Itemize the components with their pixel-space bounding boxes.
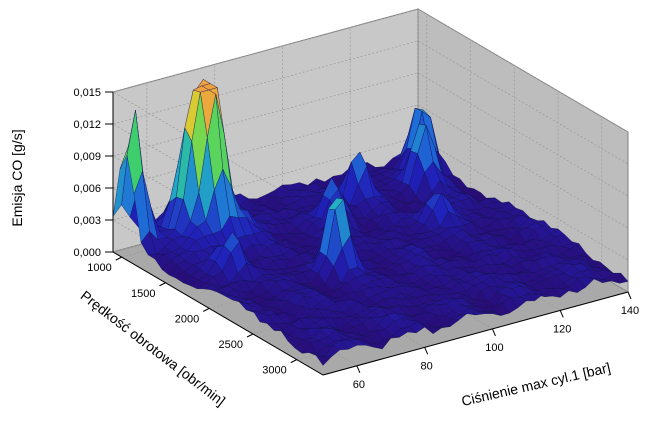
- y-tick-label: 1500: [131, 288, 155, 300]
- y-tick-mark: [290, 359, 297, 364]
- y-tick-mark: [246, 333, 254, 338]
- y-tick-label: 3000: [262, 365, 286, 377]
- y-tick-label: 2500: [219, 339, 243, 351]
- y-tick-mark: [203, 307, 210, 312]
- z-tick-label: 0,012: [73, 119, 101, 131]
- z-tick-label: 0,006: [73, 183, 101, 195]
- z-tick-label: 0,000: [73, 247, 101, 259]
- x-tick-label: 100: [485, 342, 503, 354]
- y-tick-mark: [159, 282, 166, 287]
- x-tick-label: 140: [621, 305, 639, 317]
- x-axis-line: [322, 291, 629, 376]
- chart-axes: [112, 92, 629, 376]
- z-tick-label: 0,003: [73, 215, 101, 227]
- x-axis-label: Ciśnienie max cyl.1 [bar]: [460, 359, 612, 409]
- z-tick-label: 0,015: [73, 87, 101, 99]
- surface-cell: [315, 355, 332, 366]
- y-tick-label: 1000: [87, 262, 111, 274]
- y-axis-line: [112, 251, 324, 376]
- y-tick-mark: [115, 256, 122, 261]
- z-axis-label: Emisja CO [g/s]: [9, 129, 25, 226]
- y-tick-label: 2000: [175, 313, 199, 325]
- x-tick-mark: [356, 365, 361, 373]
- x-tick-mark: [424, 347, 429, 355]
- x-tick-label: 60: [353, 379, 365, 391]
- x-tick-mark: [491, 328, 496, 337]
- chart-tick-labels: 0,000 0,003 0,006 0,009 0,012 0,015 1000 1500 20…: [73, 87, 639, 391]
- x-tick-label: 80: [421, 360, 433, 372]
- x-tick-mark: [559, 310, 564, 318]
- x-tick-mark: [627, 291, 632, 300]
- x-tick-label: 120: [553, 323, 571, 335]
- surface-mesh: [112, 78, 629, 366]
- z-tick-label: 0,009: [73, 151, 101, 163]
